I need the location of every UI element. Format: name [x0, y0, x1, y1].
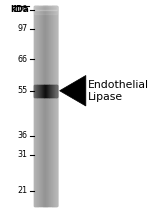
Bar [43, 85, 44, 97]
Bar [45, 85, 46, 97]
Bar [45, 6, 46, 206]
Text: 66: 66 [17, 55, 27, 64]
Bar [51, 85, 52, 97]
Bar [48, 85, 49, 97]
Bar [42, 85, 43, 97]
Bar [34, 6, 57, 10]
Bar [53, 6, 54, 206]
Bar [34, 85, 35, 97]
Text: 36: 36 [17, 131, 27, 140]
Bar [53, 85, 54, 97]
Bar [40, 85, 41, 97]
Bar [35, 6, 36, 206]
Bar [45, 6, 46, 206]
Bar [34, 6, 35, 206]
Bar [54, 85, 55, 97]
Text: 97: 97 [17, 24, 27, 33]
Bar [56, 85, 57, 97]
Bar [55, 6, 56, 206]
Bar [42, 85, 43, 97]
Bar [48, 85, 49, 97]
Bar [41, 85, 42, 97]
Bar [50, 6, 51, 206]
Bar [48, 6, 49, 206]
Bar [55, 6, 56, 206]
Bar [38, 6, 39, 206]
Bar [42, 6, 43, 206]
Bar [34, 6, 35, 206]
Bar [35, 85, 36, 97]
Bar [43, 6, 44, 206]
Bar [56, 6, 57, 206]
Text: 21: 21 [17, 186, 27, 195]
Bar [56, 6, 57, 206]
Text: Endothelial: Endothelial [88, 80, 149, 90]
Bar [50, 6, 51, 206]
Text: 116: 116 [12, 5, 27, 14]
Bar [47, 6, 48, 206]
Bar [46, 85, 47, 97]
Bar [37, 85, 38, 97]
Bar [34, 6, 35, 206]
Bar [38, 85, 39, 97]
Bar [44, 85, 45, 97]
Bar [41, 85, 42, 97]
Bar [46, 85, 47, 97]
Text: Lipase: Lipase [88, 92, 123, 102]
Bar [49, 6, 50, 206]
Bar [38, 85, 39, 97]
Bar [34, 85, 35, 97]
Bar [46, 6, 47, 206]
Bar [41, 6, 42, 206]
Bar [50, 85, 51, 97]
Bar [50, 85, 51, 97]
Bar [37, 6, 38, 206]
Bar [52, 6, 53, 206]
Bar [53, 6, 54, 206]
Text: kDa: kDa [10, 5, 29, 14]
Bar [49, 85, 50, 97]
Text: 31: 31 [17, 150, 27, 159]
Bar [39, 85, 40, 97]
Polygon shape [60, 75, 86, 106]
Bar [52, 85, 53, 97]
Bar [40, 6, 41, 206]
Bar [39, 6, 40, 206]
Bar [36, 6, 37, 206]
Bar [48, 6, 49, 206]
Bar [47, 6, 48, 206]
Bar [54, 85, 55, 97]
Bar [34, 10, 57, 14]
Bar [51, 6, 52, 206]
Text: 55: 55 [17, 86, 27, 95]
Bar [44, 85, 45, 97]
Bar [46, 6, 47, 206]
Bar [40, 85, 41, 97]
Bar [56, 85, 57, 97]
Bar [39, 85, 40, 97]
Bar [39, 6, 40, 206]
Bar [49, 6, 50, 206]
Bar [53, 85, 54, 97]
Bar [36, 6, 37, 206]
Bar [43, 6, 44, 206]
Bar [35, 6, 36, 206]
Bar [44, 6, 45, 206]
Bar [55, 85, 56, 97]
Bar [36, 85, 37, 97]
Bar [54, 6, 55, 206]
Bar [38, 6, 39, 206]
Bar [51, 6, 52, 206]
Bar [43, 85, 44, 97]
Bar [41, 6, 42, 206]
Bar [44, 6, 45, 206]
Bar [42, 6, 43, 206]
Bar [47, 85, 48, 97]
Bar [51, 85, 52, 97]
Bar [40, 6, 41, 206]
Bar [55, 85, 56, 97]
Bar [36, 85, 37, 97]
Bar [54, 6, 55, 206]
